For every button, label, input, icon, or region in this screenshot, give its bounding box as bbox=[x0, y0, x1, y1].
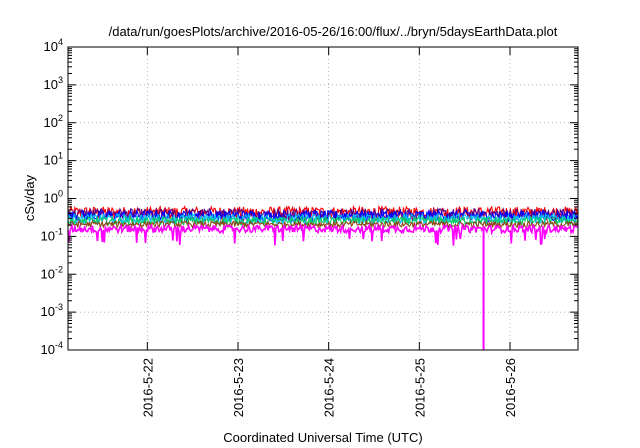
x-axis-label: Coordinated Universal Time (UTC) bbox=[223, 430, 422, 445]
y-axis-label: cSv/day bbox=[22, 174, 37, 221]
chart-title: /data/run/goesPlots/archive/2016-05-26/1… bbox=[109, 24, 558, 39]
x-axis: 2016-5-22 2016-5-23 2016-5-24 2016-5-25 2016… bbox=[140, 47, 518, 417]
series-line bbox=[67, 209, 579, 224]
x-tick-label: 2016-5-25 bbox=[412, 358, 427, 417]
x-tick-label: 2016-5-22 bbox=[140, 358, 155, 417]
y-tick-label: 102 bbox=[44, 113, 63, 130]
series-line bbox=[67, 219, 579, 230]
y-axis: 10-4 10-3 10-2 10-1 100 101 102 103 104 bbox=[41, 37, 578, 357]
y-tick-label: 104 bbox=[44, 37, 63, 54]
y-tick-label: 10-3 bbox=[41, 302, 63, 319]
x-tick-label: 2016-5-24 bbox=[322, 358, 337, 417]
y-tick-label: 10-1 bbox=[41, 226, 63, 243]
plot-area bbox=[67, 204, 579, 350]
x-tick-label: 2016-5-23 bbox=[231, 358, 246, 417]
y-tick-label: 100 bbox=[44, 189, 63, 206]
x-tick-label: 2016-5-26 bbox=[503, 358, 518, 417]
y-tick-label: 10-2 bbox=[41, 264, 63, 281]
series-line bbox=[67, 222, 579, 246]
series-line bbox=[67, 215, 579, 227]
grid bbox=[68, 47, 578, 350]
y-tick-label: 103 bbox=[44, 75, 63, 92]
y-tick-label: 10-4 bbox=[41, 340, 63, 357]
y-tick-label: 101 bbox=[44, 151, 63, 168]
